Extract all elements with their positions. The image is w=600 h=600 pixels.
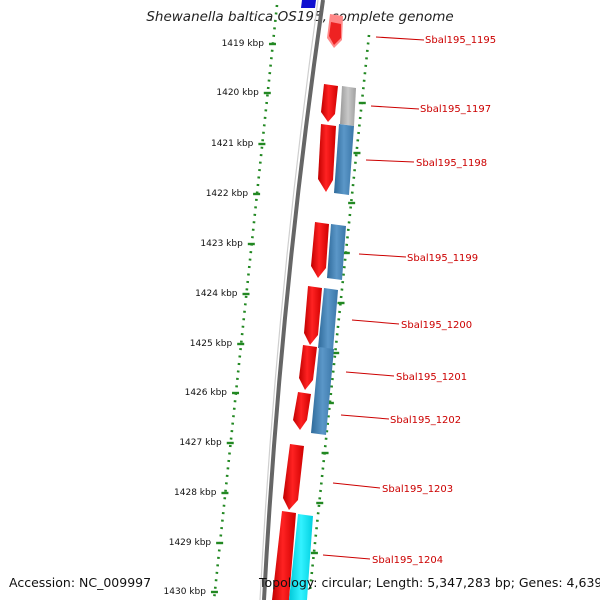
gene-feature-red-h[interactable] [272, 511, 296, 600]
gene-label[interactable]: Sbal195_1200 [401, 320, 472, 331]
gene-leader-line [345, 371, 395, 377]
gene-feature-1195-core [329, 22, 341, 45]
kbp-label-group: 1419 kbp 1420 kbp 1421 kbp 1422 kbp 1423 kbp… [164, 39, 265, 597]
gene-feature-red-f[interactable] [293, 392, 311, 430]
kbp-label: 1419 kbp [222, 39, 265, 49]
gene-label[interactable]: Sbal195_1198 [416, 158, 487, 169]
genome-backbone [262, 0, 325, 600]
cds-features [272, 14, 356, 600]
gene-leader-line [365, 159, 415, 163]
gene-leader-line [358, 253, 407, 258]
gene-label-group: Sbal195_1195 Sbal195_1197 Sbal195_1198 Sbal… [372, 35, 496, 566]
kbp-label: 1424 kbp [195, 289, 238, 299]
kbp-label: 1420 kbp [216, 88, 259, 98]
genome-stats-label: Topology: circular; Length: 5,347,283 bp… [259, 575, 600, 590]
genome-backbone-highlight [259, 0, 319, 600]
kbp-label: 1425 kbp [190, 339, 233, 349]
gene-feature-blue-d[interactable] [318, 288, 338, 350]
kbp-label: 1422 kbp [206, 189, 249, 199]
gene-label[interactable]: Sbal195_1204 [372, 555, 443, 566]
kbp-label: 1427 kbp [179, 438, 222, 448]
gene-feature-red-a[interactable] [321, 84, 338, 122]
kbp-label: 1423 kbp [200, 239, 243, 249]
map-title: Shewanella baltica OS195, complete genom… [146, 9, 454, 25]
gene-leader-line [340, 414, 390, 420]
gene-label[interactable]: Sbal195_1201 [396, 372, 467, 383]
gene-leader-line [375, 36, 425, 41]
kbp-label: 1421 kbp [211, 139, 254, 149]
gene-feature-gray-a[interactable] [340, 86, 356, 126]
kbp-label: 1430 kbp [164, 587, 207, 597]
kbp-label: 1428 kbp [174, 488, 217, 498]
gene-label[interactable]: Sbal195_1199 [407, 253, 478, 264]
gene-label[interactable]: Sbal195_1197 [420, 104, 491, 115]
gene-leader-line [322, 554, 371, 560]
gene-feature-cyan-h[interactable] [289, 514, 313, 600]
gene-feature-blue-b[interactable] [334, 124, 354, 195]
top-blue-marker [301, 0, 316, 8]
gene-label[interactable]: Sbal195_1195 [425, 35, 496, 46]
gene-leader-line [351, 319, 400, 325]
kbp-tick-group [210, 42, 366, 594]
gene-label[interactable]: Sbal195_1202 [390, 415, 461, 426]
gene-feature-red-g[interactable] [283, 444, 304, 510]
outer-dotted-circle [308, 34, 371, 591]
gene-feature-red-c[interactable] [311, 222, 329, 278]
accession-label: Accession: NC_009997 [9, 575, 152, 590]
kbp-label: 1426 kbp [185, 388, 228, 398]
gene-feature-red-e[interactable] [299, 345, 317, 390]
gene-feature-blue-e[interactable] [311, 347, 334, 435]
gene-leader-line [370, 105, 420, 110]
gene-feature-red-b[interactable] [318, 124, 336, 192]
gene-feature-blue-c[interactable] [327, 224, 346, 280]
gene-leader-line [332, 482, 381, 489]
gene-feature-red-d[interactable] [304, 286, 322, 345]
gene-leader-lines [322, 36, 425, 560]
gene-label[interactable]: Sbal195_1203 [382, 484, 453, 495]
kbp-label: 1429 kbp [169, 538, 212, 548]
